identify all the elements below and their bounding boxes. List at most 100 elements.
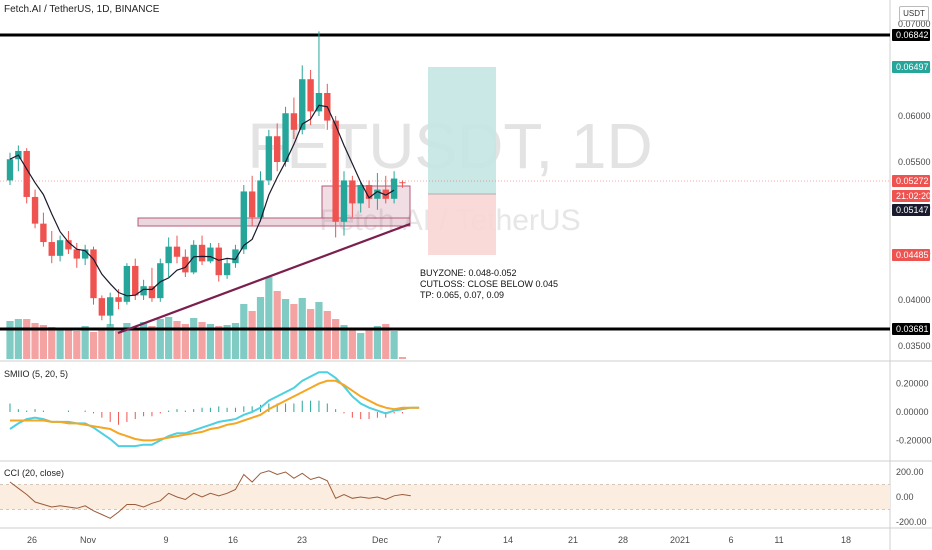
horizontal-lines[interactable]	[0, 33, 890, 331]
cci-line	[9, 470, 411, 519]
volume-bar	[248, 311, 256, 359]
candle-body	[148, 286, 156, 299]
candle-body	[340, 180, 348, 222]
time-tick-label: 23	[297, 535, 307, 545]
volume-bar	[223, 325, 231, 359]
volume-bar	[357, 333, 365, 359]
smiio-line	[10, 379, 420, 442]
volume-bar	[390, 331, 398, 359]
volume-bar	[89, 332, 98, 359]
volume-bar	[173, 321, 181, 359]
trade-notes: BUYZONE: 0.048-0.052 CUTLOSS: CLOSE BELO…	[420, 268, 558, 301]
candle-body	[73, 249, 80, 259]
price-tick-label: 0.07000	[898, 19, 931, 29]
time-tick-label: 11	[774, 535, 783, 545]
volume-bar	[14, 319, 22, 359]
ma-line	[9, 104, 395, 297]
candle-body	[23, 150, 30, 197]
note-tp: TP: 0.065, 0.07, 0.09	[420, 290, 505, 300]
volume-bar	[240, 304, 248, 359]
volume-bar	[131, 329, 139, 359]
candle-body	[382, 189, 389, 199]
countdown-tag: 21:02:20	[896, 191, 931, 201]
time-tick-label: 6	[728, 535, 733, 545]
candle-body	[365, 185, 373, 199]
volume-bar	[206, 324, 214, 359]
candle-body	[349, 180, 356, 204]
candle-body	[6, 159, 14, 181]
candle-body	[173, 246, 181, 257]
candle-body	[215, 247, 222, 276]
volume-bar	[332, 319, 340, 359]
time-tick-label: Dec	[372, 535, 389, 545]
line-price-tag: 0.06842	[896, 30, 929, 40]
stop-zone	[428, 194, 496, 255]
volume-bar	[156, 319, 164, 359]
candle-body	[390, 178, 398, 199]
trendline[interactable]	[117, 222, 411, 335]
volume-bar	[56, 328, 64, 359]
candle-body	[31, 196, 39, 224]
candle-body	[115, 297, 122, 302]
candle-body	[332, 120, 339, 222]
smiio-panel	[9, 371, 420, 448]
time-tick-label: 2021	[670, 535, 690, 545]
line-price-tag-bg	[892, 29, 930, 41]
smiio-tick-label: -0.20000	[896, 435, 932, 445]
candle-body	[65, 240, 72, 250]
volume-bar	[398, 357, 407, 359]
countdown-tag-bg	[892, 190, 930, 202]
note-cutloss: CUTLOSS: CLOSE BELOW 0.045	[420, 279, 559, 289]
volume-bar	[323, 311, 331, 359]
candle-body	[257, 180, 264, 218]
price-tick-label: 0.04000	[898, 295, 931, 305]
candle-body	[123, 265, 131, 302]
candle-body	[240, 191, 247, 250]
candle-body	[48, 242, 55, 256]
candle-body	[357, 185, 364, 204]
candle-body	[207, 247, 214, 262]
candle-body	[198, 244, 206, 262]
candle-body	[40, 223, 47, 243]
price-tick-label: 0.03500	[898, 341, 931, 351]
volume-bar	[64, 329, 73, 359]
cci-band	[0, 484, 890, 510]
position-boxes[interactable]	[0, 67, 890, 255]
volume-bar	[6, 321, 14, 359]
candle-body	[182, 256, 189, 273]
volume-bar	[307, 309, 315, 359]
volume-bar	[39, 325, 47, 359]
volume-bar	[140, 322, 148, 359]
volume-bar	[73, 331, 81, 359]
candle-body	[223, 263, 231, 276]
volume-bar	[373, 326, 381, 359]
candle-body	[282, 113, 289, 162]
time-tick-label: 21	[568, 535, 578, 545]
last-price-tag: 0.05272	[896, 176, 929, 186]
chart-title: Fetch.AI / TetherUS, 1D, BINANCE	[4, 4, 160, 15]
price-tick-label: 0.06000	[898, 111, 931, 121]
time-tick-label: Nov	[80, 535, 97, 545]
volume-bar	[106, 324, 114, 359]
candle-body	[232, 249, 239, 264]
price-tick-label: 0.05500	[898, 157, 931, 167]
currency-selector[interactable]: USDT	[899, 6, 929, 21]
candle-body	[81, 249, 89, 259]
smiio-title: SMIIO (5, 20, 5)	[4, 369, 69, 379]
candle-body	[157, 263, 164, 299]
volume-bars	[6, 277, 407, 359]
candle-body	[107, 297, 114, 316]
time-tick-label: 26	[27, 535, 37, 545]
volume-bar	[98, 329, 106, 359]
time-axis[interactable]: 26 Nov 9 16 23 Dec 7 14 21 28 2021 6 11 18	[27, 535, 851, 545]
price-axis[interactable]: 0.070000.065000.060000.055000.050000.045…	[892, 19, 932, 527]
candle-body	[90, 249, 97, 299]
volume-bar	[114, 331, 123, 359]
volume-bar	[31, 323, 39, 359]
volume-bar	[148, 326, 156, 359]
stop-price-tag-bg	[892, 249, 930, 261]
candle-body	[165, 246, 172, 264]
cci-title: CCI (20, close)	[4, 468, 65, 478]
